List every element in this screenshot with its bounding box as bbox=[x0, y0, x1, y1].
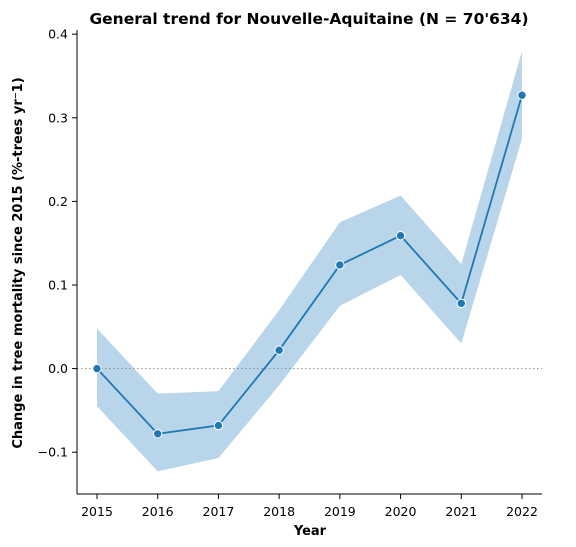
confidence-band bbox=[97, 50, 522, 472]
plot-area: 2015 2016 2017 2018 2019 2020 2021 2022 −0.1 0.0 0… bbox=[38, 27, 542, 519]
x-tick-label: 2019 bbox=[324, 504, 356, 519]
x-axis-label: Year bbox=[293, 524, 327, 539]
chart-title: General trend for Nouvelle-Aquitaine (N … bbox=[89, 10, 528, 28]
x-tick-label: 2020 bbox=[385, 504, 417, 519]
y-axis-label: Change in tree mortality since 2015 (%-t… bbox=[11, 77, 26, 448]
series-line bbox=[96, 94, 523, 435]
x-tick-label: 2017 bbox=[203, 504, 235, 519]
x-tick-label: 2015 bbox=[81, 504, 113, 519]
y-tick-label: 0.3 bbox=[48, 110, 68, 125]
data-point bbox=[517, 90, 527, 100]
x-tick-label: 2018 bbox=[263, 504, 295, 519]
y-tick-label: 0.4 bbox=[48, 27, 68, 42]
data-point bbox=[92, 363, 102, 374]
data-point bbox=[274, 345, 284, 355]
y-tick-label: 0.1 bbox=[48, 277, 68, 292]
data-point bbox=[395, 230, 406, 241]
x-tick-label: 2016 bbox=[142, 504, 174, 519]
y-tick-label: 0.2 bbox=[48, 194, 68, 209]
x-tick-label: 2021 bbox=[445, 504, 477, 519]
y-tick-label: −0.1 bbox=[38, 445, 68, 460]
data-point bbox=[153, 429, 163, 439]
x-tick-label: 2022 bbox=[506, 504, 538, 519]
data-point bbox=[456, 298, 466, 309]
data-point bbox=[213, 420, 224, 431]
y-tick-label: 0.0 bbox=[48, 361, 68, 376]
data-point bbox=[335, 260, 345, 270]
